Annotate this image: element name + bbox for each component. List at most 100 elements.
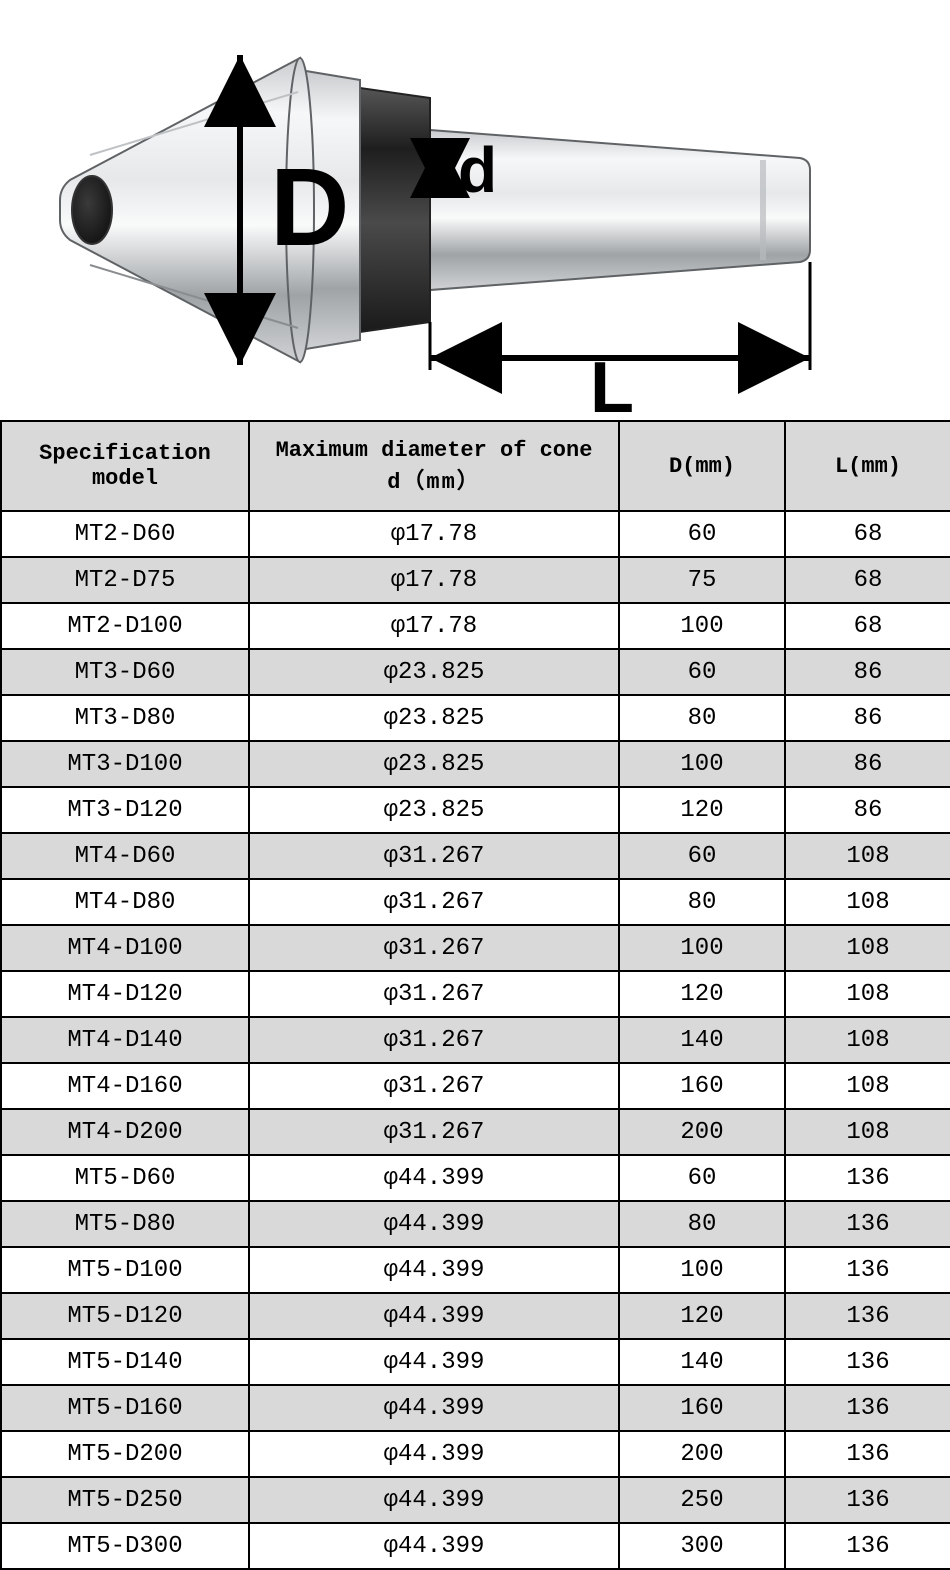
cell-D: 80 — [619, 695, 785, 741]
cell-L: 68 — [785, 603, 950, 649]
cell-L: 108 — [785, 833, 950, 879]
cell-d: φ44.399 — [249, 1385, 619, 1431]
label-D: D — [270, 146, 349, 269]
table-row: MT5-D60φ44.39960136 — [1, 1155, 950, 1201]
cell-model: MT5-D120 — [1, 1293, 249, 1339]
cell-model: MT5-D60 — [1, 1155, 249, 1201]
cell-L: 86 — [785, 741, 950, 787]
cell-model: MT4-D100 — [1, 925, 249, 971]
cell-D: 160 — [619, 1063, 785, 1109]
cell-d: φ31.267 — [249, 925, 619, 971]
header-cone-line1: Maximum diameter of cone — [276, 438, 593, 463]
cell-model: MT5-D100 — [1, 1247, 249, 1293]
cell-model: MT5-D300 — [1, 1523, 249, 1569]
cell-model: MT3-D60 — [1, 649, 249, 695]
cell-D: 100 — [619, 603, 785, 649]
table-row: MT3-D120φ23.82512086 — [1, 787, 950, 833]
cell-D: 80 — [619, 879, 785, 925]
label-d: d — [458, 134, 497, 206]
table-row: MT2-D75φ17.787568 — [1, 557, 950, 603]
cell-L: 136 — [785, 1247, 950, 1293]
cell-model: MT3-D120 — [1, 787, 249, 833]
table-row: MT3-D80φ23.8258086 — [1, 695, 950, 741]
cell-d: φ31.267 — [249, 1017, 619, 1063]
cell-model: MT4-D120 — [1, 971, 249, 1017]
cell-L: 108 — [785, 925, 950, 971]
cell-d: φ44.399 — [249, 1293, 619, 1339]
cell-D: 200 — [619, 1109, 785, 1155]
cell-D: 100 — [619, 741, 785, 787]
cell-model: MT4-D60 — [1, 833, 249, 879]
cell-model: MT5-D80 — [1, 1201, 249, 1247]
cell-D: 120 — [619, 787, 785, 833]
cell-model: MT4-D160 — [1, 1063, 249, 1109]
cell-D: 60 — [619, 1155, 785, 1201]
cell-L: 136 — [785, 1155, 950, 1201]
cell-d: φ31.267 — [249, 879, 619, 925]
cell-D: 60 — [619, 511, 785, 557]
cell-d: φ23.825 — [249, 741, 619, 787]
cell-d: φ31.267 — [249, 1109, 619, 1155]
table-row: MT2-D100φ17.7810068 — [1, 603, 950, 649]
cell-d: φ44.399 — [249, 1247, 619, 1293]
cell-D: 160 — [619, 1385, 785, 1431]
cell-D: 80 — [619, 1201, 785, 1247]
cell-L: 136 — [785, 1385, 950, 1431]
cell-L: 108 — [785, 879, 950, 925]
cell-d: φ23.825 — [249, 649, 619, 695]
cell-d: φ17.78 — [249, 557, 619, 603]
cell-d: φ17.78 — [249, 511, 619, 557]
cell-D: 300 — [619, 1523, 785, 1569]
cell-L: 68 — [785, 557, 950, 603]
cell-d: φ23.825 — [249, 695, 619, 741]
cell-D: 250 — [619, 1477, 785, 1523]
cell-d: φ44.399 — [249, 1477, 619, 1523]
table-row: MT5-D80φ44.39980136 — [1, 1201, 950, 1247]
cell-d: φ44.399 — [249, 1523, 619, 1569]
cell-L: 108 — [785, 1063, 950, 1109]
table-row: MT4-D200φ31.267200108 — [1, 1109, 950, 1155]
cell-L: 108 — [785, 971, 950, 1017]
cell-L: 108 — [785, 1109, 950, 1155]
cell-D: 120 — [619, 971, 785, 1017]
cell-L: 86 — [785, 695, 950, 741]
table-row: MT3-D60φ23.8256086 — [1, 649, 950, 695]
header-model: Specification model — [1, 421, 249, 511]
cell-D: 200 — [619, 1431, 785, 1477]
table-row: MT5-D100φ44.399100136 — [1, 1247, 950, 1293]
table-row: MT5-D140φ44.399140136 — [1, 1339, 950, 1385]
cell-D: 60 — [619, 833, 785, 879]
cell-d: φ31.267 — [249, 1063, 619, 1109]
cell-L: 136 — [785, 1293, 950, 1339]
cell-model: MT3-D80 — [1, 695, 249, 741]
table-row: MT5-D120φ44.399120136 — [1, 1293, 950, 1339]
cell-model: MT3-D100 — [1, 741, 249, 787]
table-header-row: Specification model Maximum diameter of … — [1, 421, 950, 511]
cell-model: MT2-D75 — [1, 557, 249, 603]
cell-D: 120 — [619, 1293, 785, 1339]
header-cone-line2: d（mm） — [254, 463, 614, 495]
dimension-diagram: D d L — [0, 0, 950, 420]
cell-L: 86 — [785, 649, 950, 695]
table-row: MT3-D100φ23.82510086 — [1, 741, 950, 787]
header-L: L(mm) — [785, 421, 950, 511]
cell-L: 86 — [785, 787, 950, 833]
cell-d: φ31.267 — [249, 971, 619, 1017]
cell-L: 108 — [785, 1017, 950, 1063]
header-D: D(mm) — [619, 421, 785, 511]
cell-d: φ44.399 — [249, 1155, 619, 1201]
cell-d: φ17.78 — [249, 603, 619, 649]
table-row: MT5-D300φ44.399300136 — [1, 1523, 950, 1569]
table-row: MT5-D160φ44.399160136 — [1, 1385, 950, 1431]
table-row: MT4-D60φ31.26760108 — [1, 833, 950, 879]
cell-D: 100 — [619, 925, 785, 971]
cell-L: 136 — [785, 1431, 950, 1477]
cell-model: MT5-D250 — [1, 1477, 249, 1523]
cell-L: 136 — [785, 1523, 950, 1569]
table-row: MT2-D60φ17.786068 — [1, 511, 950, 557]
table-row: MT4-D120φ31.267120108 — [1, 971, 950, 1017]
cell-model: MT5-D160 — [1, 1385, 249, 1431]
label-L: L — [590, 348, 634, 420]
cell-model: MT5-D200 — [1, 1431, 249, 1477]
cell-d: φ31.267 — [249, 833, 619, 879]
